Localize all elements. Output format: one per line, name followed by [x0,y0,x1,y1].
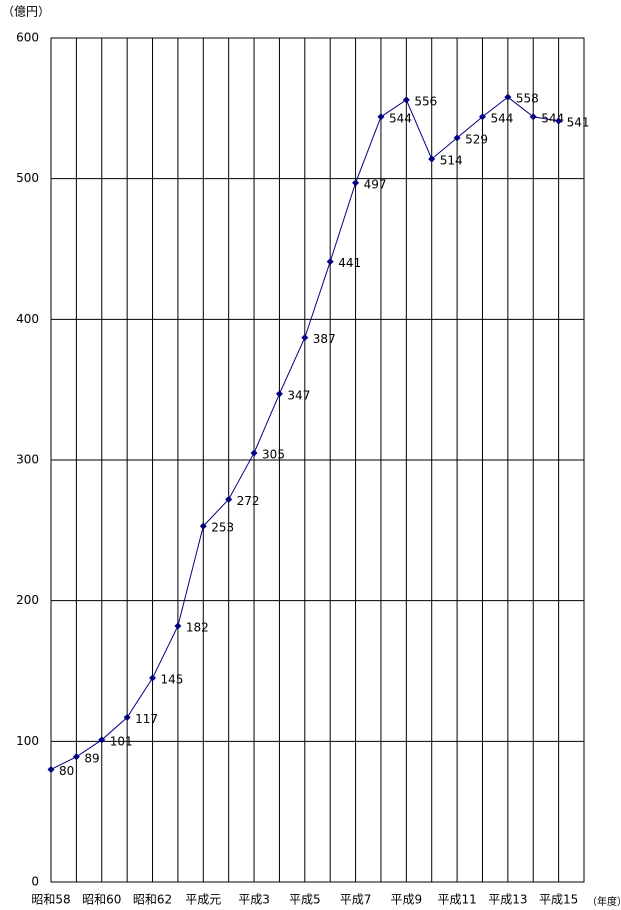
point [326,258,334,266]
x-tick-label: 平成3 [238,893,270,907]
point [352,179,360,187]
data-label: 544 [490,111,513,125]
point [453,134,461,142]
data-label: 305 [262,447,285,461]
data-label: 89 [84,751,99,765]
y-tick-label: 100 [16,734,39,748]
point [529,113,537,121]
data-label: 117 [135,712,158,726]
data-label: 556 [414,94,437,108]
x-tick-label: 平成元 [185,893,221,907]
data-label: 80 [59,764,74,778]
x-tick-label: 昭和62 [133,893,172,907]
x-tick-label: 平成13 [488,893,527,907]
point [174,622,182,630]
plot-border [50,37,585,883]
point [149,674,157,682]
data-label: 541 [567,115,590,129]
x-tick-label: 平成15 [539,893,578,907]
point [123,713,131,721]
point [47,765,55,773]
x-tick-label: 昭和60 [82,893,121,907]
data-label: 441 [338,256,361,270]
point [225,495,233,503]
point [428,155,436,163]
x-tick-label: 平成11 [437,893,476,907]
point [504,93,512,101]
data-label: 182 [186,620,209,634]
y-tick-label: 400 [16,312,39,326]
y-unit: （億円） [2,5,50,19]
y-tick-label: 0 [31,875,39,889]
data-label: 101 [110,734,133,748]
point [250,449,258,457]
point [402,96,410,104]
data-label: 529 [465,132,488,146]
data-label: 387 [313,332,336,346]
y-tick-label: 200 [16,593,39,607]
x-tick-label: 平成7 [340,893,372,907]
data-label: 497 [364,177,387,191]
point [555,117,563,125]
data-label: 272 [237,494,260,508]
x-tick-label: 平成9 [391,893,423,907]
point [275,390,283,398]
y-tick-label: 300 [16,453,39,467]
point [98,736,106,744]
x-unit: （年度） [587,895,621,908]
y-tick-label: 500 [16,171,39,185]
data-label: 145 [161,673,184,687]
x-tick-label: 平成5 [289,893,321,907]
point [377,113,385,121]
data-label: 347 [287,388,310,402]
y-tick-label: 600 [16,31,39,45]
point [72,753,80,761]
data-label: 558 [516,92,539,106]
data-label: 544 [389,111,412,125]
point [478,113,486,121]
data-label: 544 [541,111,564,125]
data-label: 514 [440,153,463,167]
point [199,522,207,530]
data-label: 253 [211,521,234,535]
x-tick-label: 昭和58 [31,893,70,907]
point [301,334,309,342]
